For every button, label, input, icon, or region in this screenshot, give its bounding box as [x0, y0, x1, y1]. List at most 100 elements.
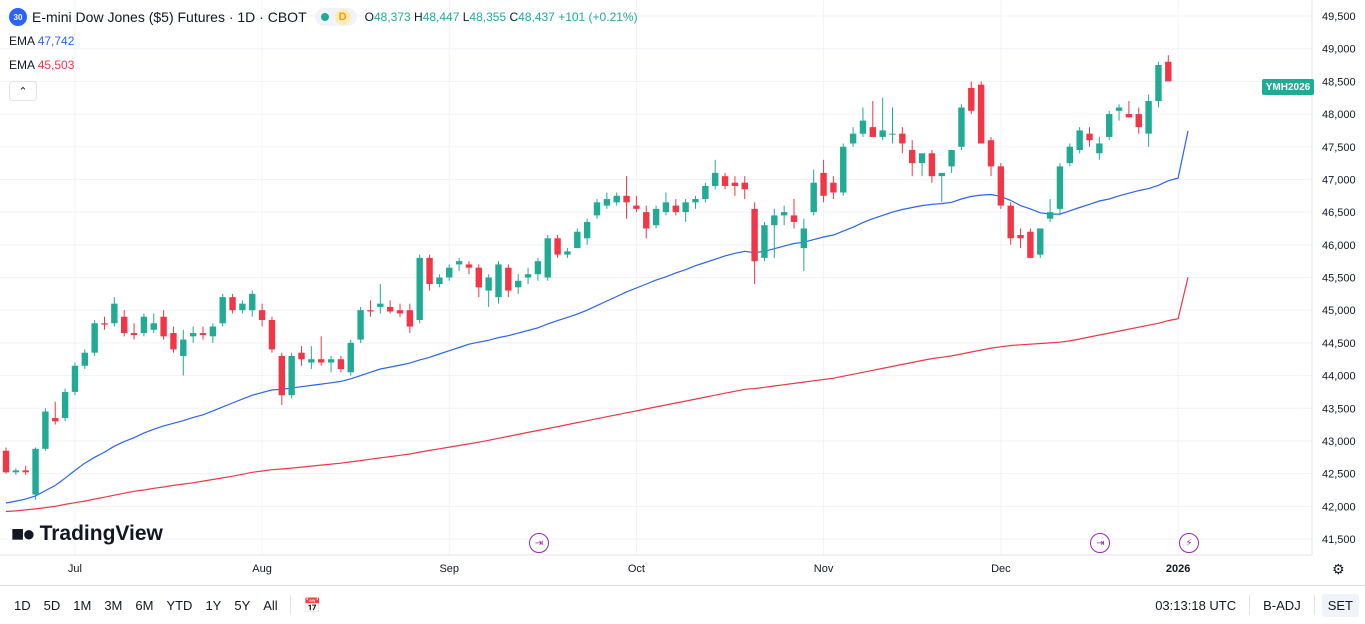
price-axis: 41,500 42,000 42,500 43,000 43,500 44,000 44,5… — [1322, 11, 1356, 546]
y-tick-label: 42,000 — [1322, 501, 1356, 513]
chevron-up-icon: ⌃ — [18, 85, 28, 98]
candle-body — [278, 355, 285, 396]
ema-slow-legend[interactable]: EMA 45,503 — [9, 58, 74, 72]
candle-body — [150, 323, 157, 330]
candle-body — [406, 310, 414, 327]
candle-body — [790, 215, 798, 222]
logo-text: TradingView — [39, 522, 163, 545]
ema-fast-legend[interactable]: EMA 47,742 — [9, 34, 74, 48]
candle-body — [1076, 130, 1083, 151]
candle-body — [662, 202, 670, 213]
candle-body — [918, 153, 926, 164]
forward-arrow-icon[interactable]: ⇥ — [528, 533, 549, 553]
range-6m[interactable]: 6M — [135, 597, 154, 613]
candle-body — [1145, 100, 1152, 134]
range-1m[interactable]: 1M — [73, 597, 92, 613]
toolbar-divider — [289, 595, 291, 615]
candle-body — [426, 257, 433, 285]
candle-body — [180, 339, 187, 356]
ema-fast-line — [5, 130, 1189, 504]
candle-body — [367, 310, 374, 312]
y-tick-label: 41,500 — [1322, 534, 1356, 546]
session-toggle[interactable]: SET — [1321, 593, 1359, 617]
clock-time[interactable]: 03:13:18 UTC — [1155, 597, 1237, 613]
range-1d[interactable]: 1D — [14, 597, 31, 613]
candle-body — [1007, 205, 1014, 239]
candle-body — [455, 261, 463, 265]
candle-body — [859, 120, 867, 134]
ohlc-values: O48,373 H48,447 L48,355 C48,437 +101 (+0… — [365, 10, 638, 24]
candle-body — [1165, 61, 1172, 82]
y-tick-label: 49,500 — [1322, 11, 1356, 23]
x-tick-label: Sep — [439, 563, 459, 575]
tradingview-logo[interactable]: ■● TradingView — [11, 521, 163, 547]
candle-body — [968, 87, 975, 111]
candle-body — [515, 280, 522, 288]
x-tick-label: Aug — [252, 563, 272, 575]
candle-body — [52, 418, 59, 422]
candle-body — [909, 150, 916, 164]
gear-icon[interactable]: ⚙ — [1332, 561, 1345, 577]
range-1y[interactable]: 1Y — [205, 597, 222, 613]
candle-body — [652, 208, 660, 226]
candle-body — [1046, 212, 1054, 219]
y-tick-label: 48,000 — [1322, 109, 1356, 121]
symbol-badge[interactable]: 30 — [9, 8, 27, 26]
candle-body — [209, 326, 217, 337]
candle-body — [1017, 235, 1024, 239]
calendar-range-icon[interactable]: 📅 — [303, 596, 322, 613]
candle-body — [189, 333, 197, 337]
candle-body — [42, 411, 49, 449]
candle-body — [347, 342, 354, 373]
candle-body — [593, 202, 601, 216]
candle-body — [761, 225, 768, 258]
y-tick-label: 45,000 — [1322, 305, 1356, 317]
lightning-icon[interactable]: ⚡ — [1179, 533, 1199, 553]
delay-badge: D — [334, 9, 351, 25]
last-price-label: YMH2026 — [1262, 79, 1314, 95]
market-status-pill[interactable]: D — [314, 8, 357, 26]
range-5y[interactable]: 5Y — [234, 597, 251, 613]
y-tick-label: 46,000 — [1322, 240, 1356, 252]
y-tick-label: 47,000 — [1322, 174, 1356, 186]
symbol-title[interactable]: E-mini Dow Jones ($5) Futures · 1D · CBO… — [32, 9, 307, 25]
tv-logo-icon: ■● — [11, 521, 36, 546]
candle-body — [318, 359, 325, 363]
range-all[interactable]: All — [263, 597, 278, 613]
candle-body — [249, 293, 256, 311]
open-dot-icon — [320, 13, 329, 21]
candle-body — [623, 195, 630, 203]
candle-body — [101, 323, 108, 325]
range-3m[interactable]: 3M — [104, 597, 123, 613]
change-value: +101 (+0.21%) — [558, 10, 638, 24]
adjustment-toggle[interactable]: B-ADJ — [1263, 597, 1301, 613]
candle-body — [810, 182, 817, 213]
candle-body — [583, 221, 591, 239]
range-buttons: 1D 5D 1M 3M 6M YTD 1Y 5Y All — [9, 594, 283, 617]
x-tick-label: Nov — [814, 563, 834, 575]
candlestick-series — [2, 55, 1172, 500]
open-label: O — [364, 10, 374, 24]
chart-canvas[interactable]: 41,500 42,000 42,500 43,000 43,500 44,000 44,5… — [0, 0, 1365, 585]
candle-body — [1135, 114, 1142, 128]
toolbar-divider — [1249, 595, 1251, 615]
y-tick-label: 45,500 — [1322, 273, 1356, 285]
candle-body — [869, 127, 876, 137]
candle-body — [308, 359, 315, 363]
candle-body — [574, 231, 581, 249]
candle-body — [505, 267, 512, 291]
y-tick-label: 43,500 — [1322, 403, 1356, 415]
candle-body — [731, 182, 739, 186]
range-ytd[interactable]: YTD — [166, 597, 193, 613]
candle-body — [830, 182, 837, 193]
close-value: 48,437 — [518, 10, 555, 24]
candle-body — [81, 352, 88, 366]
candle-body — [32, 448, 39, 495]
candle-body — [643, 212, 650, 229]
collapse-legend-button[interactable]: ⌃ — [9, 81, 37, 101]
candle-body — [12, 470, 20, 473]
forward-arrow-icon[interactable]: ⇥ — [1090, 533, 1111, 553]
range-5d[interactable]: 5D — [43, 597, 61, 613]
candle-body — [771, 215, 778, 226]
candle-body — [357, 310, 364, 340]
